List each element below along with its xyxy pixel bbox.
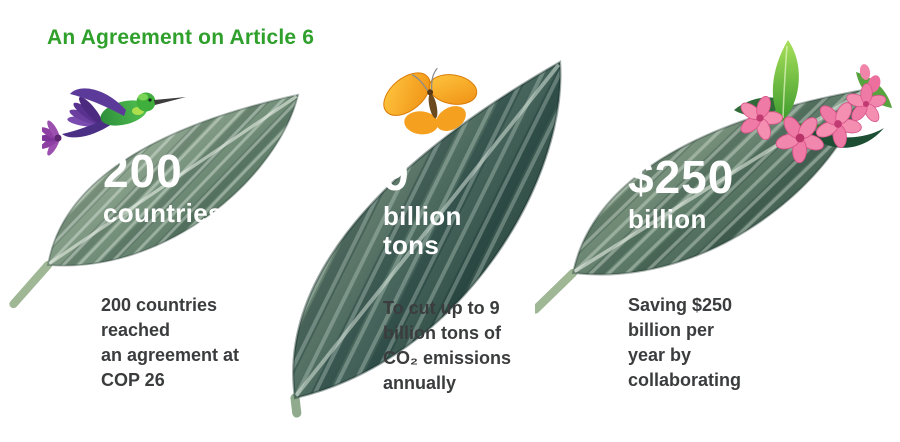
description-line: year by xyxy=(628,345,692,365)
description-line: reached xyxy=(101,320,171,340)
description-emissions: To cut up to 9 billion tons of CO₂ emiss… xyxy=(383,296,511,396)
description-countries: 200 countries reached an agreement at CO… xyxy=(101,293,239,393)
stat-countries-value: 200 xyxy=(103,145,183,197)
stat-savings-unit: billion xyxy=(628,204,707,234)
blossom xyxy=(815,102,862,148)
purple-flower xyxy=(42,120,62,156)
page-title: An Agreement on Article 6 xyxy=(47,26,315,49)
stat-countries-unit: countries xyxy=(103,198,223,228)
blossom xyxy=(775,116,824,164)
description-line: annually xyxy=(383,373,457,393)
description-line: an agreement at xyxy=(101,345,240,365)
butterfly-icon xyxy=(383,67,478,135)
description-line: collaborating xyxy=(628,370,742,390)
description-line: billion tons of xyxy=(383,323,501,343)
tail-feathers xyxy=(67,96,102,127)
stat-emissions: 9 billion tons xyxy=(383,151,462,260)
flowers-icon xyxy=(734,40,892,164)
tropical-leaf-illustration-2 xyxy=(290,60,562,418)
description-line: To cut up to 9 xyxy=(383,298,500,318)
description-line: billion per xyxy=(628,320,715,340)
stat-countries: 200 countries xyxy=(103,148,223,228)
stat-emissions-value: 9 xyxy=(383,148,410,200)
tropical-leaf-illustration-1 xyxy=(9,93,300,309)
stat-savings-value: $250 xyxy=(628,151,735,203)
description-savings: Saving $250 billion per year by collabor… xyxy=(628,293,741,393)
hummingbird-icon xyxy=(42,88,186,156)
description-line: COP 26 xyxy=(101,370,165,390)
stat-emissions-unit-line1: billion xyxy=(383,201,462,231)
blossom xyxy=(846,83,887,123)
description-line: CO₂ emissions xyxy=(383,348,512,368)
description-line: 200 countries xyxy=(101,295,218,315)
stat-savings: $250 billion xyxy=(628,154,734,234)
stat-emissions-unit-line2: tons xyxy=(383,230,440,260)
description-line: Saving $250 xyxy=(628,295,733,315)
blossom xyxy=(740,95,783,141)
